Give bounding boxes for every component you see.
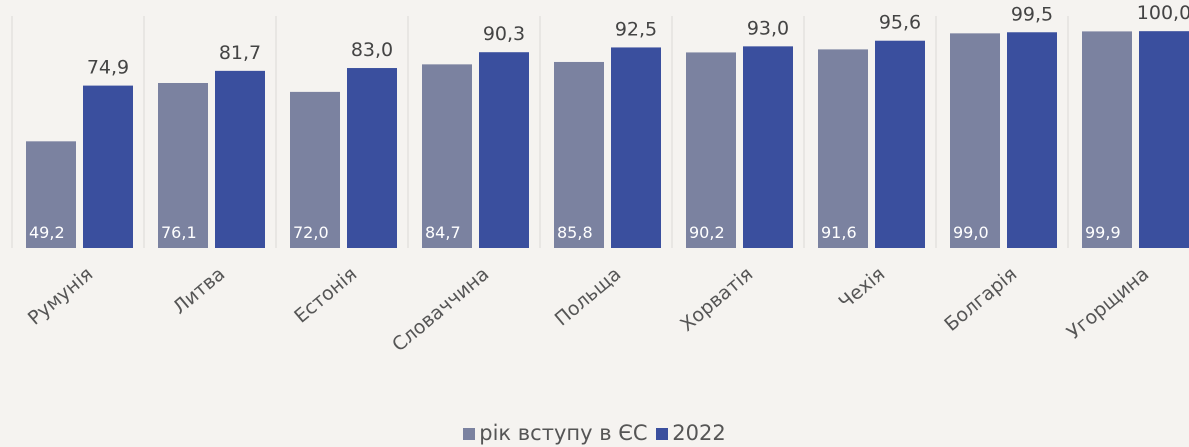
bar-2022 xyxy=(347,68,397,248)
data-label-accession-year: 99,0 xyxy=(953,223,989,242)
category-tick-label: Литва xyxy=(169,263,230,319)
bar-2022 xyxy=(743,46,793,249)
data-label-2022: 74,9 xyxy=(87,57,129,79)
bar-2022 xyxy=(83,85,133,248)
bar-accession-year xyxy=(950,33,1000,248)
data-label-2022: 92,5 xyxy=(615,18,657,40)
bar-accession-year xyxy=(158,82,208,248)
category-tick-label: Румунія xyxy=(24,263,97,330)
bar-2022 xyxy=(611,47,661,248)
category-tick-label: Хорватія xyxy=(676,263,757,336)
bar-2022 xyxy=(215,70,265,248)
bar-2022 xyxy=(1139,31,1189,249)
data-label-2022: 83,0 xyxy=(351,39,393,61)
data-label-2022: 90,3 xyxy=(483,23,525,45)
category-tick-label: Польща xyxy=(551,263,626,331)
category-tick-label: Естонія xyxy=(290,263,361,328)
bar-accession-year xyxy=(1082,31,1132,248)
legend-label-accession-year: рік вступу в ЄС xyxy=(479,421,648,445)
data-label-2022: 93,0 xyxy=(747,17,789,39)
bar-accession-year xyxy=(422,64,472,248)
legend-item-accession-year: рік вступу в ЄС xyxy=(463,421,648,445)
category-tick-label: Словаччина xyxy=(388,263,493,356)
legend-label-2022: 2022 xyxy=(672,421,726,445)
data-label-2022: 100,0 xyxy=(1137,2,1189,24)
legend-swatch-accession-year xyxy=(463,428,476,440)
bar-accession-year xyxy=(818,49,868,248)
data-label-accession-year: 90,2 xyxy=(689,223,725,242)
data-label-accession-year: 84,7 xyxy=(425,223,461,242)
data-label-accession-year: 91,6 xyxy=(821,223,857,242)
chart-legend: рік вступу в ЄС 2022 xyxy=(0,421,1189,445)
bar-accession-year xyxy=(26,141,76,248)
data-label-accession-year: 49,2 xyxy=(29,223,65,242)
category-tick-label: Угорщина xyxy=(1063,263,1153,344)
legend-swatch-2022 xyxy=(656,428,669,440)
bar-2022 xyxy=(875,40,925,248)
bar-accession-year xyxy=(686,52,736,249)
bar-2022 xyxy=(1007,32,1057,248)
legend-item-2022: 2022 xyxy=(656,421,726,445)
data-label-2022: 95,6 xyxy=(879,12,921,34)
data-label-accession-year: 85,8 xyxy=(557,223,593,242)
category-tick-label: Болгарія xyxy=(940,263,1021,336)
bar-accession-year xyxy=(290,91,340,248)
bar-accession-year xyxy=(554,61,604,248)
data-label-2022: 99,5 xyxy=(1011,3,1053,25)
bar-2022 xyxy=(479,52,529,248)
data-label-accession-year: 99,9 xyxy=(1085,223,1121,242)
data-label-accession-year: 76,1 xyxy=(161,223,197,242)
category-tick-label: Чехія xyxy=(835,263,889,314)
data-label-2022: 81,7 xyxy=(219,42,261,64)
data-label-accession-year: 72,0 xyxy=(293,223,329,242)
